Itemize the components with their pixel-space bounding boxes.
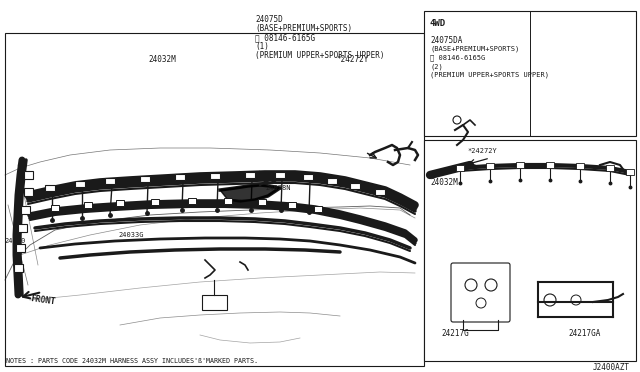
Text: Ⓑ 08146-6165G: Ⓑ 08146-6165G (255, 33, 315, 42)
Text: (PREMIUM UPPER+SPORTS UPPER): (PREMIUM UPPER+SPORTS UPPER) (430, 72, 549, 78)
Bar (258, 199, 266, 205)
Bar (245, 172, 255, 178)
Polygon shape (220, 185, 280, 202)
Bar (14, 264, 23, 272)
Bar (24, 188, 33, 196)
Text: 24075DA: 24075DA (430, 36, 462, 45)
Bar (18, 224, 27, 232)
Text: NOTES : PARTS CODE 24032M HARNESS ASSY INCLUDES'ß'MARKED PARTS.: NOTES : PARTS CODE 24032M HARNESS ASSY I… (6, 358, 258, 364)
Bar (288, 202, 296, 208)
Bar (327, 178, 337, 184)
Text: 24075D: 24075D (255, 15, 283, 24)
Bar (51, 205, 59, 211)
Bar (456, 165, 464, 171)
Bar (210, 173, 220, 179)
Bar (105, 178, 115, 184)
Bar (486, 163, 494, 169)
Bar (188, 198, 196, 204)
Bar (424, 140, 636, 361)
Bar (375, 189, 385, 195)
Text: 24217G: 24217G (441, 329, 469, 338)
Text: (BASE+PREMIUM+SPORTS): (BASE+PREMIUM+SPORTS) (430, 45, 519, 51)
Bar (350, 183, 360, 189)
Text: (PREMIUM UPPER+SPORTS UPPER): (PREMIUM UPPER+SPORTS UPPER) (255, 51, 385, 60)
Text: 24150: 24150 (4, 238, 25, 244)
Bar (314, 206, 322, 212)
Bar (546, 162, 554, 168)
Bar (424, 11, 636, 136)
Text: 24032M: 24032M (148, 55, 176, 64)
Text: 24028N: 24028N (265, 185, 291, 191)
Bar (303, 174, 313, 180)
Bar (576, 163, 584, 169)
FancyBboxPatch shape (451, 263, 510, 322)
Bar (84, 202, 92, 208)
Text: *24272Y: *24272Y (467, 148, 497, 154)
Text: 4WD: 4WD (430, 19, 446, 28)
Text: J2400AZT: J2400AZT (593, 363, 630, 372)
Text: *24272Y: *24272Y (336, 55, 369, 64)
Text: (2): (2) (430, 63, 443, 70)
Text: 24033G: 24033G (118, 232, 143, 238)
Text: (BASE+PREMIUM+SPORTS): (BASE+PREMIUM+SPORTS) (255, 24, 352, 33)
Bar (24, 171, 33, 179)
Bar (626, 169, 634, 175)
Text: 24032M: 24032M (430, 178, 458, 187)
Bar (5, 33, 424, 366)
Text: (1): (1) (255, 42, 269, 51)
Bar (516, 162, 524, 168)
Bar (116, 200, 124, 206)
Bar (75, 181, 85, 187)
Bar (175, 174, 185, 180)
Text: FRONT: FRONT (30, 294, 56, 307)
Bar (45, 185, 55, 191)
Bar (16, 244, 25, 252)
Bar (224, 198, 232, 204)
Bar (202, 295, 227, 310)
Text: Ⓑ 08146-6165G: Ⓑ 08146-6165G (430, 54, 485, 61)
Text: 24217GA: 24217GA (569, 329, 601, 338)
Bar (606, 165, 614, 171)
Bar (275, 172, 285, 178)
Bar (21, 206, 30, 214)
Bar (140, 176, 150, 182)
Bar (151, 199, 159, 205)
